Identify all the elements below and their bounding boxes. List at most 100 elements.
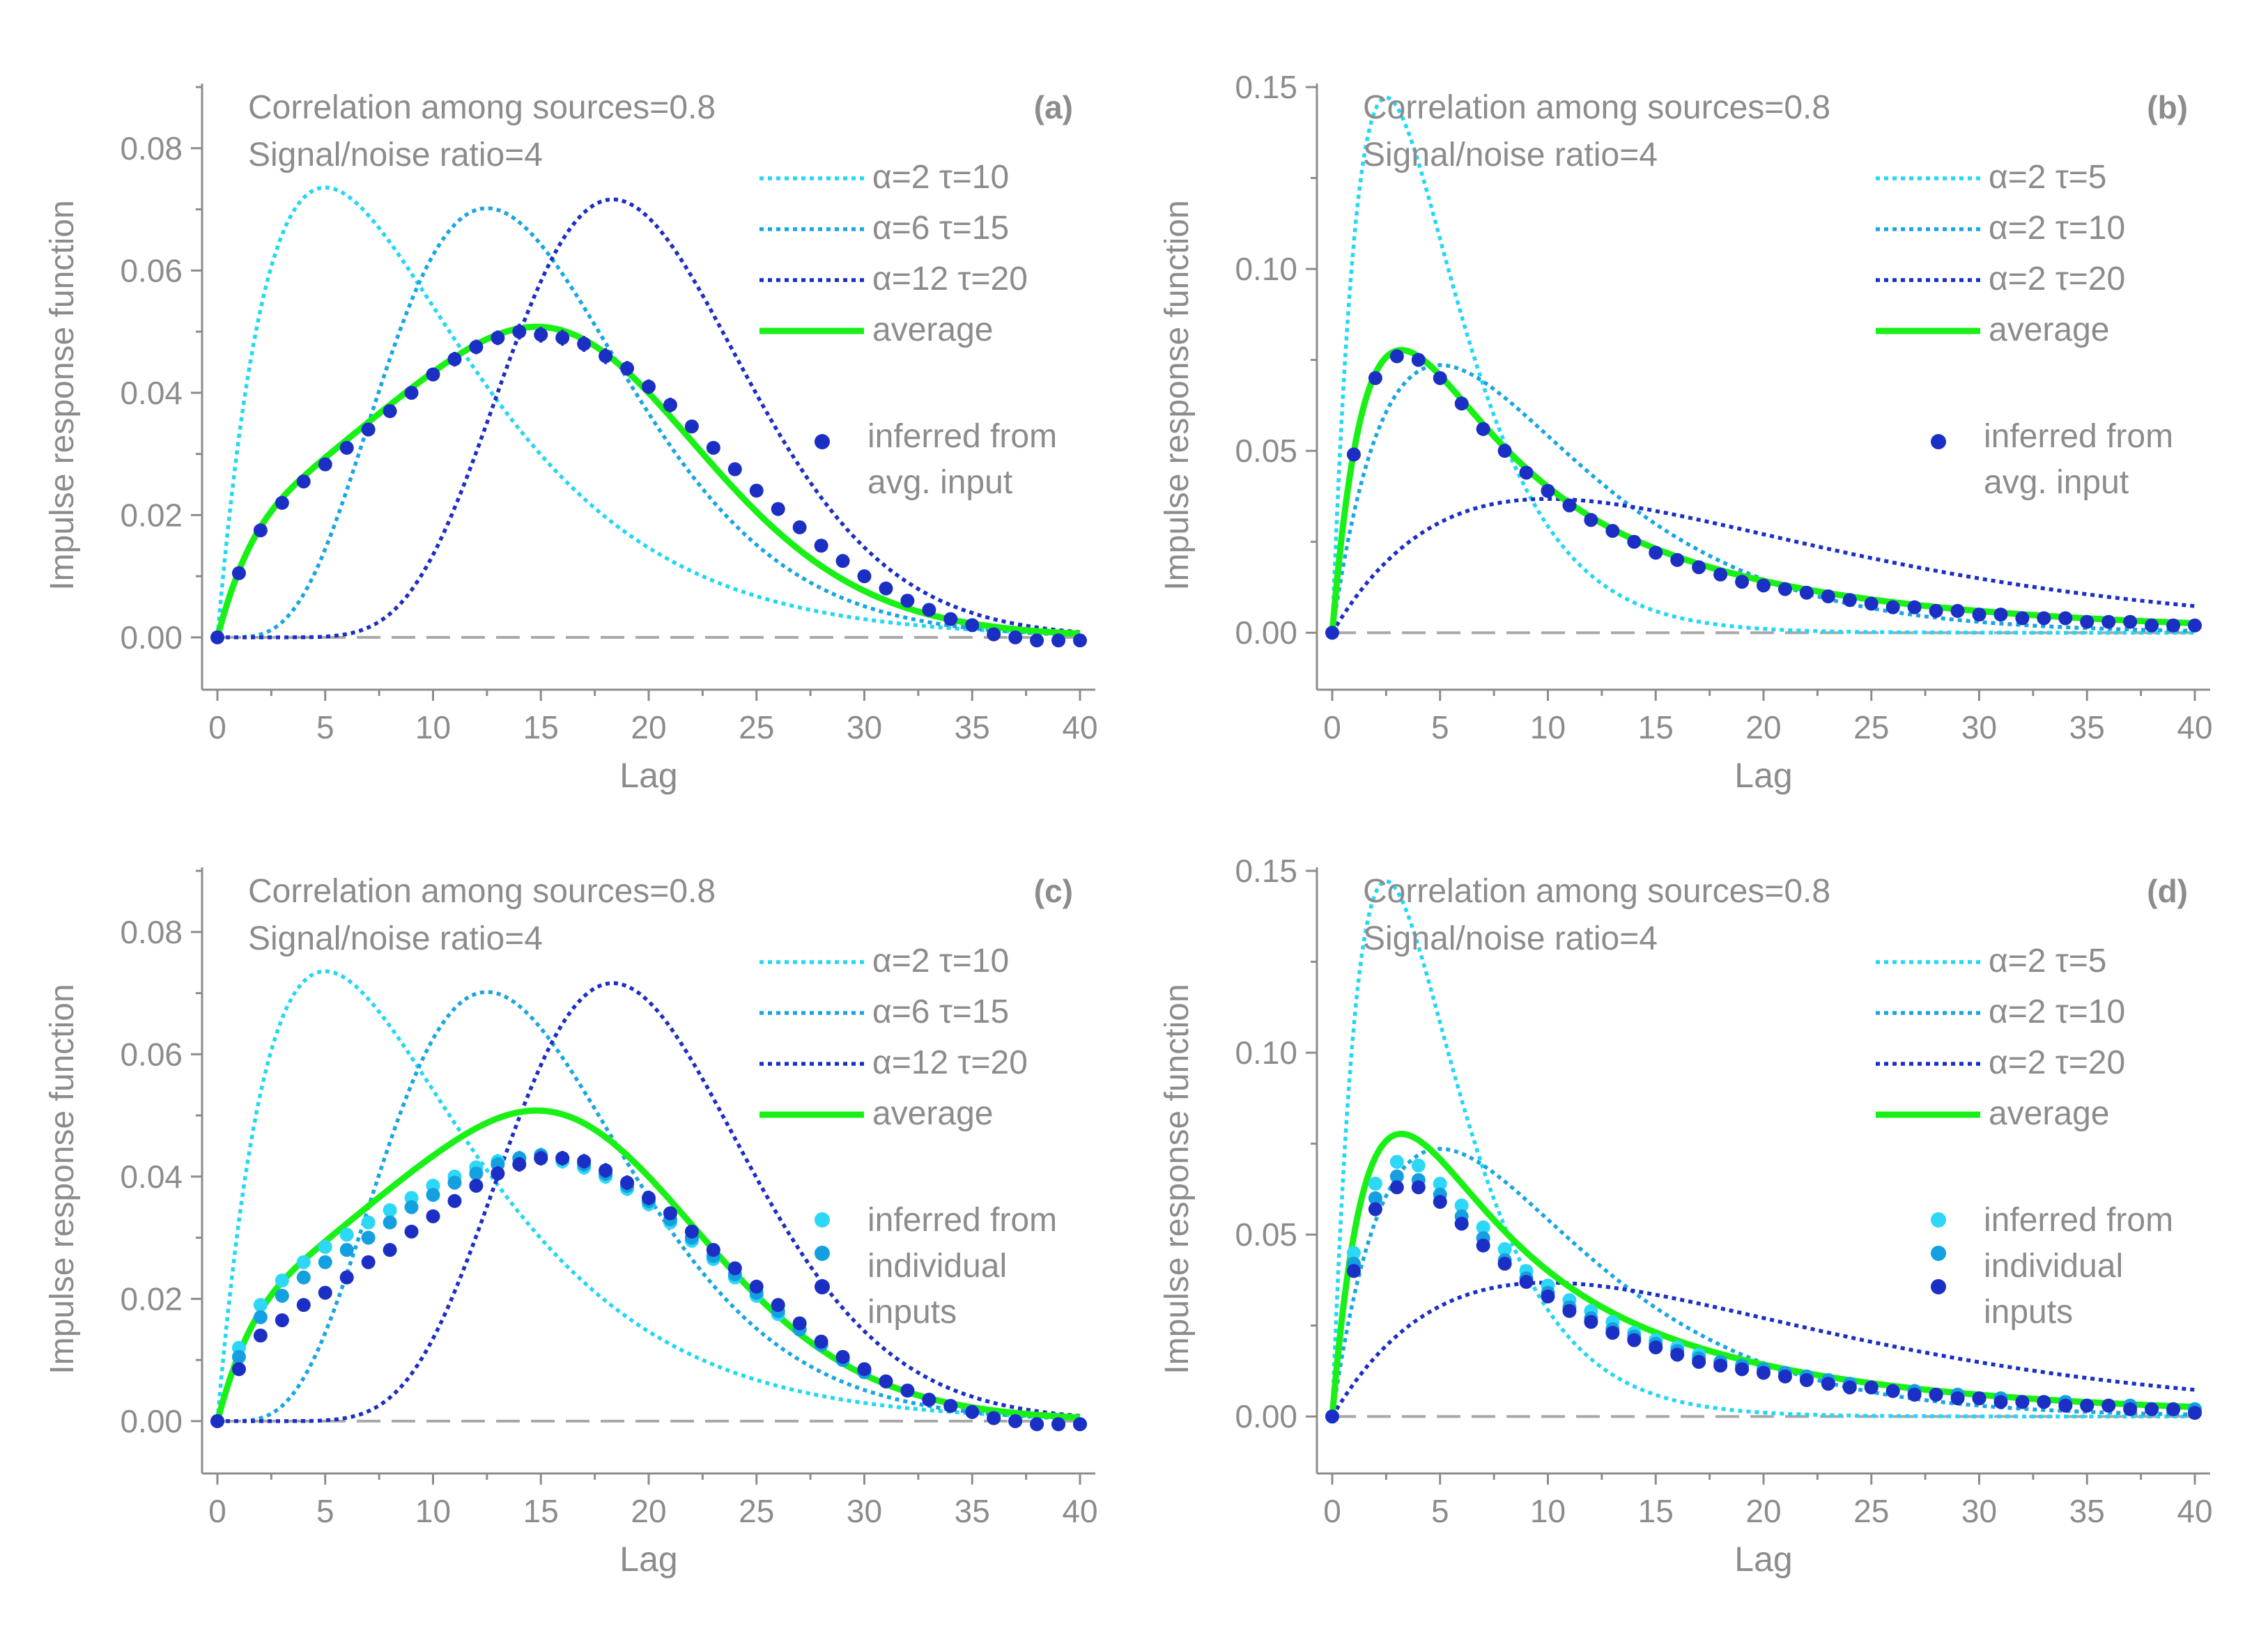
x-tick-label: 25	[1853, 1493, 1889, 1529]
data-point	[1368, 1202, 1382, 1216]
data-point	[1368, 1177, 1382, 1191]
data-point	[253, 1310, 268, 1324]
data-point	[900, 1384, 915, 1398]
data-point	[1735, 1362, 1750, 1377]
data-point	[1389, 1180, 1404, 1195]
data-point	[469, 340, 484, 355]
data-point	[727, 462, 742, 477]
points-legend-label: individual	[1984, 1248, 2123, 1285]
x-tick-label: 10	[415, 1493, 451, 1529]
data-point	[512, 325, 527, 339]
data-point	[1713, 1359, 1728, 1373]
data-point	[749, 1279, 764, 1294]
annotation-line: Signal/noise ratio=4	[248, 920, 543, 957]
data-point	[2080, 614, 2095, 629]
legend-point	[815, 1279, 830, 1294]
panel-label: (c)	[1034, 873, 1073, 909]
data-point	[383, 1215, 397, 1230]
data-point	[1519, 1275, 1534, 1290]
data-point	[275, 1288, 289, 1303]
points-legend-label: inferred from	[867, 418, 1057, 455]
data-point	[1346, 1246, 1361, 1260]
data-point	[361, 1230, 376, 1245]
points-legend-label: individual	[867, 1248, 1007, 1285]
series-curve-1	[1330, 879, 2195, 1418]
data-point	[1476, 1220, 1490, 1235]
legend-label: α=12 τ=20	[872, 261, 1028, 297]
annotation-line: Signal/noise ratio=4	[248, 137, 543, 173]
data-point	[1993, 607, 2008, 622]
x-tick-label: 15	[523, 1493, 559, 1529]
data-point	[857, 1362, 872, 1377]
data-point	[555, 1151, 570, 1166]
y-tick-label: 0.06	[120, 1036, 183, 1072]
data-point	[361, 1255, 376, 1269]
y-tick-label: 0.00	[1235, 614, 1297, 651]
x-axis-label: Lag	[1734, 1540, 1792, 1579]
data-point	[275, 1274, 289, 1288]
data-point	[1030, 1417, 1044, 1432]
x-tick-label: 20	[631, 1493, 666, 1529]
data-point	[1929, 603, 1943, 618]
data-point	[1842, 1380, 1857, 1395]
data-point	[339, 440, 354, 455]
data-point	[339, 1243, 354, 1257]
data-point	[2166, 1402, 2181, 1416]
data-point	[253, 1298, 268, 1313]
x-tick-label: 40	[1062, 709, 1097, 745]
data-point	[620, 1175, 635, 1190]
data-point	[2123, 614, 2138, 629]
data-point	[231, 1349, 246, 1364]
data-point	[1842, 593, 1857, 607]
data-point	[577, 336, 592, 351]
data-point	[1476, 421, 1490, 436]
data-point	[210, 1414, 224, 1428]
x-tick-label: 40	[2177, 1493, 2212, 1529]
data-point	[231, 1362, 246, 1377]
data-point	[1325, 626, 1339, 640]
y-axis-label: Impulse response function	[1159, 200, 1196, 590]
points-legend-label: inferred from	[1984, 418, 2173, 455]
legend-label: α=2 τ=5	[1989, 159, 2107, 196]
data-point	[814, 1334, 828, 1349]
data-point	[599, 349, 613, 364]
series-curve-1	[215, 185, 1081, 638]
y-tick-label: 0.10	[1235, 251, 1297, 287]
data-point	[879, 581, 893, 596]
x-axis-label: Lag	[619, 756, 677, 795]
data-point	[1799, 1373, 1814, 1388]
points-legend-label: inferred from	[867, 1202, 1057, 1239]
data-point	[2145, 1402, 2159, 1416]
y-tick-label: 0.00	[120, 1403, 183, 1439]
data-point	[318, 1239, 332, 1254]
data-point	[1649, 545, 1663, 560]
annotation-line: Correlation among sources=0.8	[1363, 89, 1830, 126]
data-point	[2015, 1395, 2030, 1409]
data-point	[620, 361, 635, 376]
data-point	[1368, 1191, 1382, 1205]
data-point	[1885, 600, 1900, 614]
data-point	[1368, 371, 1382, 385]
data-point	[469, 1178, 484, 1193]
data-point	[1433, 1195, 1447, 1209]
data-point	[1821, 589, 1835, 604]
data-point	[231, 566, 246, 580]
legend-point	[1931, 1279, 1946, 1294]
data-point	[296, 1298, 311, 1313]
data-point	[210, 630, 224, 644]
x-tick-label: 5	[1431, 1493, 1449, 1529]
data-point	[1476, 1238, 1490, 1253]
data-point	[663, 1206, 677, 1221]
data-point	[2101, 614, 2116, 629]
data-point	[706, 1243, 720, 1257]
x-tick-label: 10	[1530, 1493, 1566, 1529]
series-curve-2	[217, 206, 1081, 640]
data-point	[1649, 1340, 1663, 1355]
data-point	[1454, 1198, 1469, 1213]
data-point	[1777, 1369, 1792, 1384]
data-point	[296, 1255, 311, 1269]
data-point	[253, 1329, 268, 1343]
data-point	[2058, 1398, 2073, 1413]
data-point	[1777, 582, 1792, 596]
data-point	[1008, 1414, 1023, 1428]
